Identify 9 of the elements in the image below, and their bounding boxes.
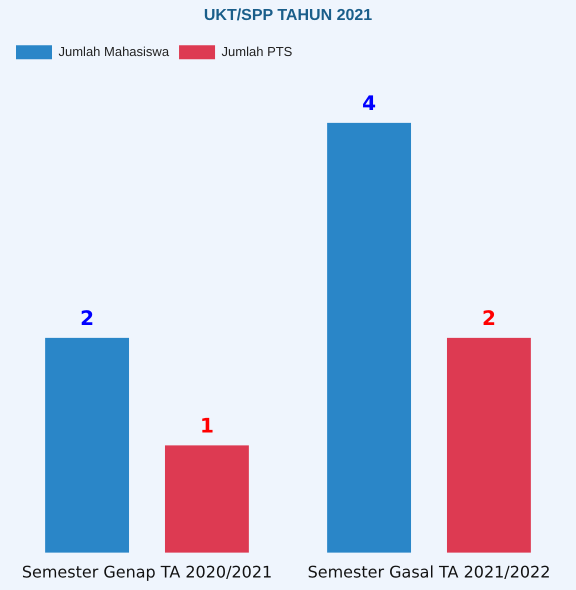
legend-label: Jumlah PTS <box>222 44 293 59</box>
x-tick-label: Semester Genap TA 2020/2021 <box>22 562 272 582</box>
x-tick-label: Semester Gasal TA 2021/2022 <box>308 562 550 582</box>
data-label: 1 <box>200 414 214 438</box>
data-label: 4 <box>362 91 376 116</box>
data-label: 2 <box>482 306 496 330</box>
chart-title: UKT/SPP TAHUN 2021 <box>204 7 372 24</box>
data-label: 2 <box>80 306 94 330</box>
legend-label: Jumlah Mahasiswa <box>58 44 170 59</box>
